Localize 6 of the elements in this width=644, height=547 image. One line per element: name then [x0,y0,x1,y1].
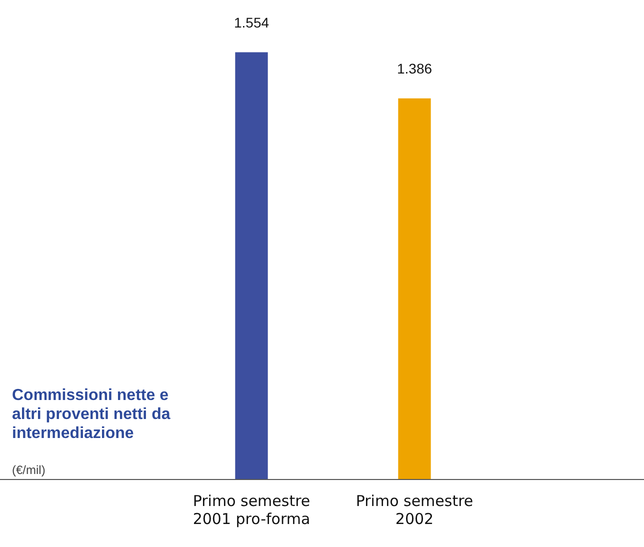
x-tick-label: Primo semestre 2002 [356,492,474,528]
data-label: 1.554 [234,14,270,30]
data-label: 1.386 [396,60,432,77]
x-tick-label: Primo semestre 2001 pro-forma [192,492,310,528]
text: Commissioni nette e altri proventi netti da intermediazione [12,386,172,443]
text: (€/mil) [12,463,46,477]
